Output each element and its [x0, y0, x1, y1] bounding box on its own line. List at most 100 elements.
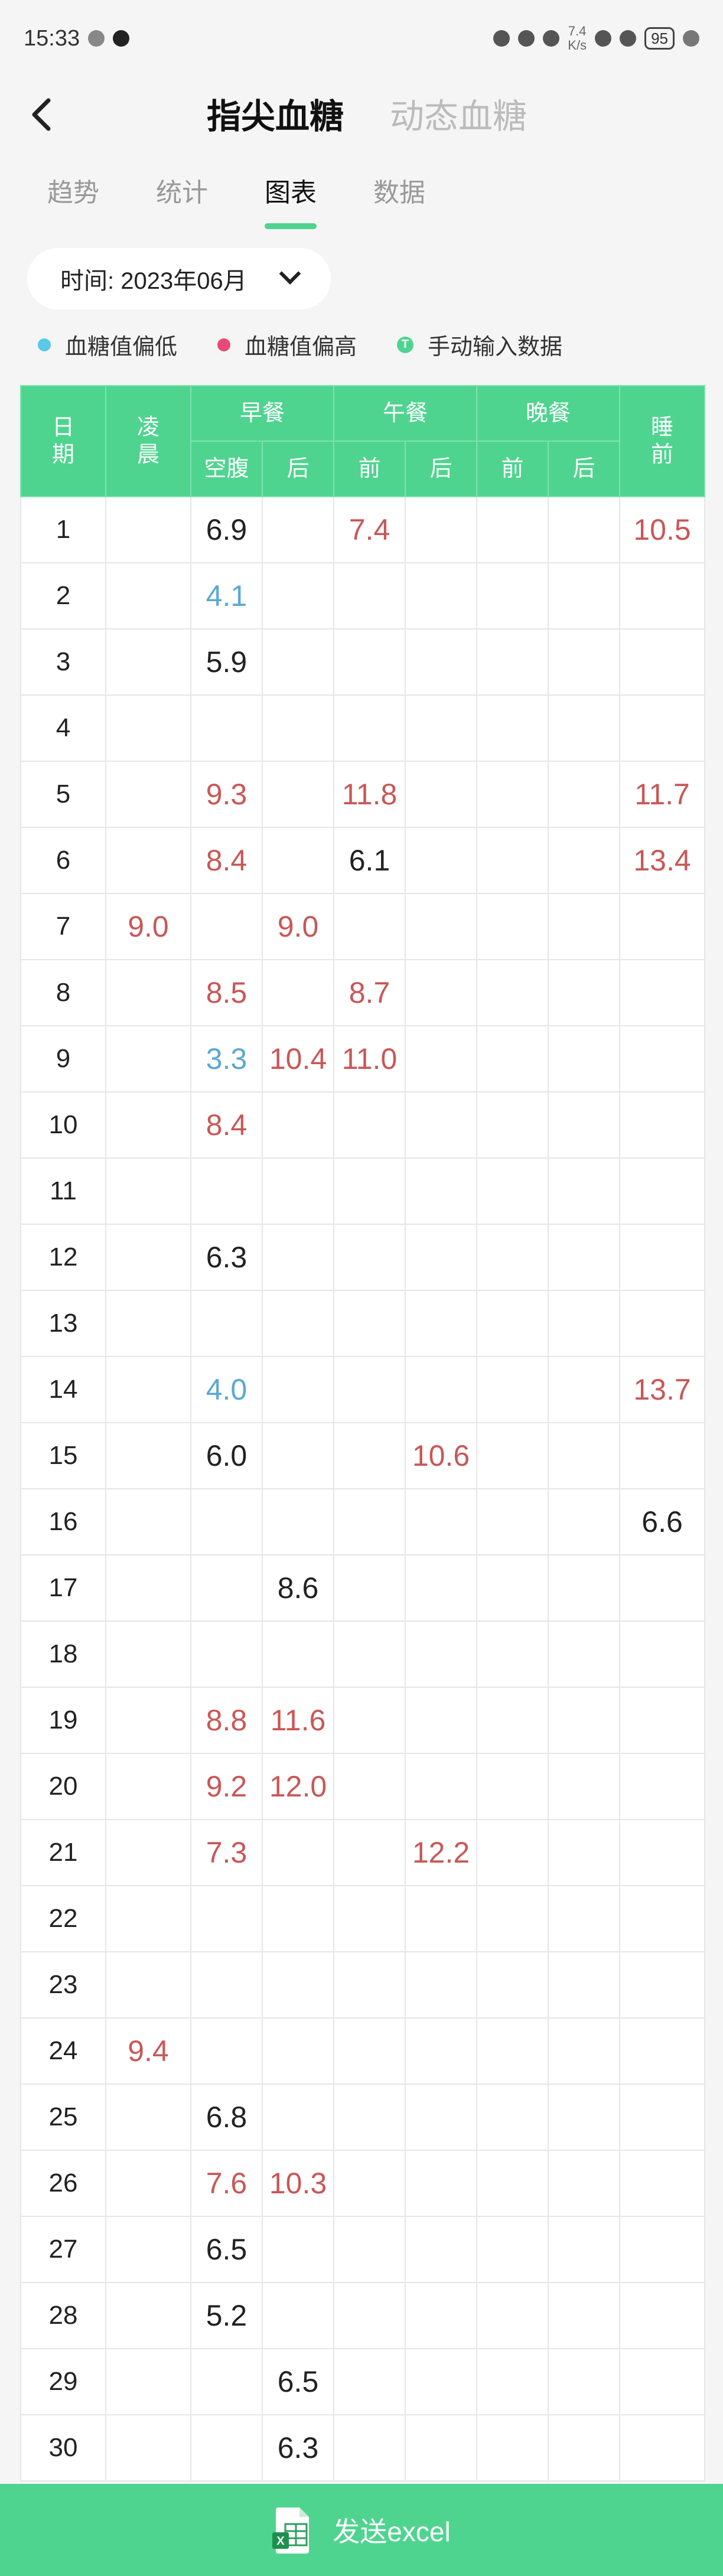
cell-breakfast-fasting[interactable]: 9.3	[190, 761, 263, 828]
cell-lunch-after	[405, 1290, 478, 1357]
cell-breakfast-fasting[interactable]: 8.4	[190, 1091, 263, 1159]
cell-breakfast-fasting[interactable]: 4.1	[190, 562, 263, 630]
cell-day: 4	[20, 694, 106, 762]
cell-breakfast-fasting[interactable]: 6.3	[190, 1224, 263, 1291]
cell-breakfast-after[interactable]: 10.4	[261, 1025, 335, 1093]
cell-breakfast-fasting[interactable]: 3.3	[190, 1025, 263, 1093]
cell-day: 9	[20, 1025, 106, 1093]
net-speed-unit: K/s	[568, 38, 587, 53]
cell-dinner-after	[548, 496, 621, 563]
cell-dinner-before	[476, 761, 549, 828]
subtab-statistics[interactable]: 统计	[156, 178, 208, 207]
cell-breakfast-after[interactable]: 10.3	[261, 2150, 335, 2217]
cell-dinner-after	[548, 1687, 621, 1754]
cell-breakfast-after[interactable]: 6.5	[261, 2348, 335, 2415]
time-picker[interactable]: 时间: 2023年06月	[27, 248, 331, 309]
table-row: 15 6.0 10.6	[20, 1422, 706, 1489]
cell-breakfast-after[interactable]: 8.6	[261, 1554, 335, 1622]
cell-dawn	[105, 1025, 191, 1093]
cell-dawn	[105, 2150, 191, 2217]
cell-breakfast-fasting[interactable]: 4.0	[190, 1356, 263, 1423]
cell-breakfast-fasting[interactable]: 8.5	[190, 959, 263, 1026]
cell-lunch-before[interactable]: 8.7	[333, 959, 406, 1026]
cell-lunch-after	[405, 2414, 478, 2482]
back-button[interactable]	[24, 97, 59, 132]
cell-breakfast-fasting[interactable]: 7.3	[190, 1819, 263, 1886]
cell-breakfast-fasting[interactable]: 8.4	[190, 827, 263, 894]
cell-breakfast-fasting[interactable]: 6.5	[190, 2216, 263, 2283]
header-breakfast-after: 后	[261, 441, 335, 497]
cell-breakfast-fasting[interactable]: 9.2	[190, 1753, 263, 1820]
cell-breakfast-fasting[interactable]: 6.0	[190, 1422, 263, 1489]
cell-dawn	[105, 1356, 191, 1423]
cell-breakfast-after[interactable]: 11.6	[261, 1687, 335, 1754]
cell-breakfast-fasting	[190, 893, 263, 960]
cell-breakfast-fasting[interactable]: 7.6	[190, 2150, 263, 2217]
cell-breakfast-after	[261, 496, 335, 563]
battery-indicator: 95	[644, 27, 675, 50]
cell-dawn[interactable]: 9.4	[105, 2017, 191, 2085]
tab-fingertip-glucose[interactable]: 指尖血糖	[207, 97, 344, 136]
cell-dinner-before	[476, 1091, 549, 1159]
cell-lunch-before[interactable]: 6.1	[333, 827, 406, 894]
cell-lunch-after	[405, 2216, 478, 2283]
table-row: 6 8.4 6.1 13.4	[20, 827, 706, 894]
subtab-data[interactable]: 数据	[373, 178, 425, 207]
alarm-icon	[493, 30, 510, 47]
table-row: 23	[20, 1951, 706, 2019]
subtab-chart[interactable]: 图表	[265, 171, 317, 229]
cell-breakfast-fasting[interactable]: 5.9	[190, 628, 263, 696]
table-body: 1 6.9 7.4 10.5 2 4.1 3 5.9 4 5 9.3 11.8 11.7 6 8.4 6.1 1…	[20, 496, 706, 2482]
cell-bedtime[interactable]: 13.4	[619, 827, 706, 894]
cell-lunch-after	[405, 2083, 478, 2151]
cell-bedtime[interactable]: 6.6	[619, 1488, 706, 1556]
cell-breakfast-fasting[interactable]: 6.8	[190, 2083, 263, 2151]
cell-lunch-after	[405, 1224, 478, 1291]
subtab-trend[interactable]: 趋势	[47, 178, 99, 207]
cell-breakfast-fasting[interactable]: 5.2	[190, 2282, 263, 2349]
cell-bedtime	[619, 628, 706, 696]
cell-lunch-after[interactable]: 12.2	[405, 1819, 478, 1886]
header-dawn-label: 凌 晨	[136, 415, 159, 467]
cell-bedtime	[619, 1753, 706, 1820]
header-lunch: 午餐	[333, 385, 478, 442]
cell-lunch-before[interactable]: 11.0	[333, 1025, 406, 1093]
cell-lunch-before[interactable]: 7.4	[333, 496, 406, 563]
cell-breakfast-fasting[interactable]: 8.8	[190, 1687, 263, 1754]
cell-breakfast-fasting[interactable]: 6.9	[190, 496, 263, 563]
cell-lunch-after[interactable]: 10.6	[405, 1422, 478, 1489]
header-tabs: 指尖血糖 动态血糖	[207, 89, 527, 138]
cell-dawn	[105, 1951, 191, 2019]
cell-lunch-before	[333, 1356, 406, 1423]
table-row: 19 8.8 11.6	[20, 1687, 706, 1754]
cell-dinner-after	[548, 2216, 621, 2283]
cell-bedtime	[619, 1157, 706, 1225]
cell-dinner-after	[548, 2150, 621, 2217]
cell-breakfast-after	[261, 2282, 335, 2349]
cell-bedtime[interactable]: 13.7	[619, 1356, 706, 1423]
cell-breakfast-after[interactable]: 6.3	[261, 2414, 335, 2482]
cell-breakfast-after	[261, 959, 335, 1026]
cell-breakfast-after	[261, 1224, 335, 1291]
cell-lunch-after	[405, 893, 478, 960]
cell-dinner-after	[548, 1356, 621, 1423]
cell-lunch-before[interactable]: 11.8	[333, 761, 406, 828]
cell-breakfast-after	[261, 1819, 335, 1886]
cell-lunch-after	[405, 1753, 478, 1820]
bluetooth-icon	[518, 30, 535, 47]
cell-dinner-before	[476, 2150, 549, 2217]
cell-dawn[interactable]: 9.0	[105, 893, 191, 960]
cell-bedtime[interactable]: 10.5	[619, 496, 706, 563]
cell-bedtime[interactable]: 11.7	[619, 761, 706, 828]
send-excel-button[interactable]: X 发送excel	[0, 2484, 723, 2576]
cell-breakfast-after[interactable]: 9.0	[261, 893, 335, 960]
cell-breakfast-after	[261, 1290, 335, 1357]
table-row: 16 6.6	[20, 1488, 706, 1556]
cell-breakfast-after[interactable]: 12.0	[261, 1753, 335, 1820]
cell-day: 5	[20, 761, 106, 828]
cell-lunch-after	[405, 1620, 478, 1688]
tab-dynamic-glucose[interactable]: 动态血糖	[390, 97, 527, 136]
cell-dinner-after	[548, 1025, 621, 1093]
cell-bedtime	[619, 2282, 706, 2349]
cell-lunch-before	[333, 1554, 406, 1622]
